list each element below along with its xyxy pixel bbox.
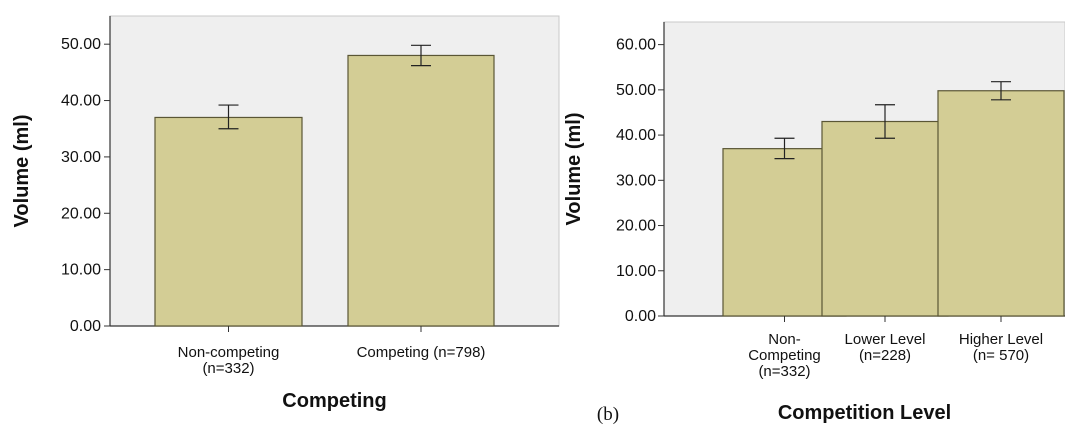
bar bbox=[347, 54, 495, 327]
y-tick-label: 10.00 bbox=[61, 262, 101, 279]
category-label-line: (n=332) bbox=[202, 360, 254, 377]
y-tick-label: 0.00 bbox=[70, 318, 101, 335]
category-label: Higher Level (n= 570) bbox=[959, 331, 1043, 364]
bar bbox=[154, 116, 303, 327]
category-label-line: Lower Level bbox=[845, 331, 926, 348]
y-tick-label: 20.00 bbox=[616, 218, 656, 235]
x-axis-title: Competing bbox=[282, 390, 386, 412]
x-axis-title: Competition Level bbox=[778, 402, 951, 424]
y-tick-label: 40.00 bbox=[61, 93, 101, 110]
y-tick-label: 20.00 bbox=[61, 205, 101, 222]
bar bbox=[821, 120, 949, 317]
y-tick-label: 40.00 bbox=[616, 127, 656, 144]
y-tick-label: 50.00 bbox=[61, 36, 101, 53]
category-label-line: Higher Level bbox=[959, 331, 1043, 348]
category-label-line: (n=228) bbox=[859, 347, 911, 364]
category-label: Non-Competing (n=332) bbox=[748, 331, 821, 380]
y-tick-label: 60.00 bbox=[616, 37, 656, 54]
category-label-line: Non-competing bbox=[178, 344, 280, 361]
category-label: Non-competing (n=332) bbox=[178, 344, 280, 377]
category-label-line: Competing bbox=[748, 347, 821, 364]
y-axis-title: Volume (ml) bbox=[11, 115, 33, 228]
y-tick-label: 50.00 bbox=[616, 82, 656, 99]
category-label-line: (n= 570) bbox=[973, 347, 1029, 364]
panel-b-label: (b) bbox=[597, 404, 619, 425]
category-label-line: Non- bbox=[768, 331, 801, 348]
chart-panel-a: 0.00 10.00 20.00 30.00 40.00 50.00 Non-competi… bbox=[11, 15, 560, 412]
category-label: Competing (n=798) bbox=[357, 344, 486, 361]
y-tick-label: 30.00 bbox=[616, 172, 656, 189]
category-label: Lower Level (n=228) bbox=[845, 331, 926, 364]
y-axis-title: Volume (ml) bbox=[563, 113, 585, 226]
y-tick-label: 30.00 bbox=[61, 149, 101, 166]
chart-panel-b: 0.0010.0020.0030.0040.0050.0060.00Non-Co… bbox=[563, 21, 1065, 424]
y-tick-label: 10.00 bbox=[616, 263, 656, 280]
category-label-line: Competing (n=798) bbox=[357, 344, 486, 361]
category-label-line: (n=332) bbox=[758, 363, 810, 380]
bar bbox=[937, 90, 1065, 317]
y-tick-label: 0.00 bbox=[625, 308, 656, 325]
